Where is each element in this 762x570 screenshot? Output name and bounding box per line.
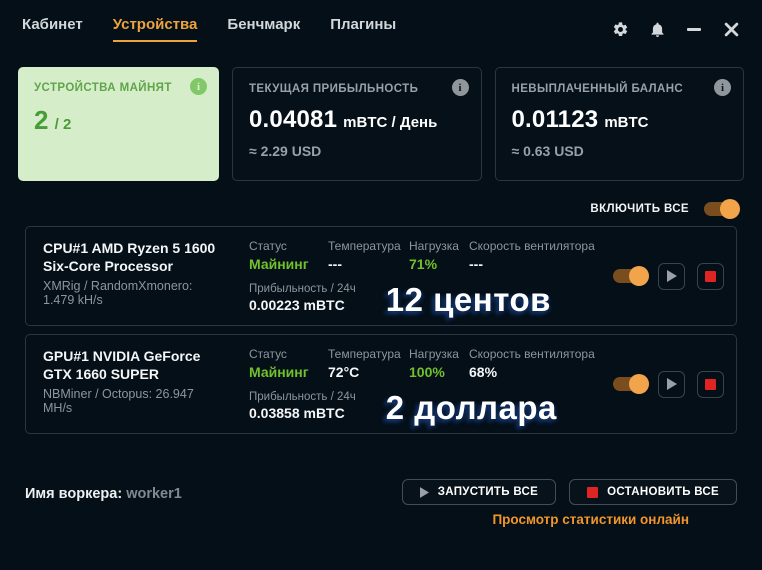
stat-fan: Скорость вентилятора --- [469, 239, 601, 272]
info-icon[interactable]: i [190, 78, 207, 95]
profit-value: 0.03858 mBTC [249, 405, 345, 421]
stat-profit: Прибыльность / 24ч 0.03858 mBTC [249, 391, 356, 421]
status-value: Майнинг [249, 256, 309, 272]
card-title: ТЕКУЩАЯ ПРИБЫЛЬНОСТЬ [249, 83, 419, 95]
status-value: Майнинг [249, 364, 309, 380]
footer-bar: Имя воркера: worker1 ЗАПУСТИТЬ ВСЕ ОСТАН… [25, 479, 737, 527]
device-row-cpu: CPU#1 AMD Ryzen 5 1600 Six-Core Processo… [25, 226, 737, 326]
online-stats-link[interactable]: Просмотр статистики онлайн [492, 512, 689, 527]
worker-name-row: Имя воркера: worker1 [25, 479, 182, 502]
toggle-knob-icon [629, 374, 649, 394]
stop-icon [587, 486, 599, 498]
stop-all-button[interactable]: ОСТАНОВИТЬ ВСЕ [569, 479, 737, 505]
minimize-button[interactable] [685, 20, 703, 38]
stat-temperature: Температура --- [328, 239, 409, 272]
info-icon[interactable]: i [714, 79, 731, 96]
temperature-value: 72°C [328, 364, 360, 380]
stat-status: Статус Майнинг [249, 239, 328, 272]
play-icon [666, 270, 677, 282]
stop-device-button[interactable] [697, 370, 724, 398]
stop-icon [705, 378, 716, 390]
tab-plugins[interactable]: Плагины [330, 16, 397, 33]
device-name: GPU#1 NVIDIA GeForce GTX 1660 SUPER [43, 348, 201, 383]
tab-benchmark[interactable]: Бенчмарк [227, 16, 301, 33]
enable-all-label: ВКЛЮЧИТЬ ВСЕ [590, 203, 689, 215]
stat-status: Статус Майнинг [249, 347, 328, 380]
profit-value: 0.00223 mBTC [249, 297, 345, 313]
device-name: CPU#1 AMD Ryzen 5 1600 Six-Core Processo… [43, 240, 216, 275]
card-devices-mining: УСТРОЙСТВА МАЙНЯТ 2 / 2 i [18, 67, 219, 181]
load-value: 100% [409, 364, 445, 380]
fan-value: --- [469, 256, 483, 272]
profitability-value: 0.04081 [249, 106, 338, 133]
device-row-gpu: GPU#1 NVIDIA GeForce GTX 1660 SUPER NBMi… [25, 334, 737, 434]
stat-profit: Прибыльность / 24ч 0.00223 mBTC [249, 283, 356, 313]
play-icon [666, 378, 677, 390]
start-device-button[interactable] [658, 370, 685, 398]
balance-unit: mBTC [604, 114, 649, 131]
device-toggle[interactable] [613, 266, 649, 286]
stop-device-button[interactable] [697, 262, 724, 290]
stat-fan: Скорость вентилятора 68% [469, 347, 601, 380]
devices-total-count: / 2 [54, 116, 72, 133]
balance-usd: ≈ 0.63 USD [511, 143, 584, 159]
tab-cabinet[interactable]: Кабинет [22, 16, 83, 33]
main-nav: Кабинет Устройства Бенчмарк Плагины [22, 16, 396, 42]
settings-gear-icon[interactable] [611, 20, 629, 38]
temperature-value: --- [328, 256, 342, 272]
tab-devices[interactable]: Устройства [112, 16, 198, 42]
summary-cards: УСТРОЙСТВА МАЙНЯТ 2 / 2 i ТЕКУЩАЯ ПРИБЫЛ… [0, 42, 762, 181]
title-bar: Кабинет Устройства Бенчмарк Плагины [0, 0, 762, 42]
worker-name-value: worker1 [126, 486, 182, 502]
profitability-unit: mBTC / День [343, 114, 438, 131]
card-current-profitability: ТЕКУЩАЯ ПРИБЫЛЬНОСТЬ 0.04081 mBTC / День… [232, 67, 482, 181]
window-controls [611, 20, 740, 38]
device-list: CPU#1 AMD Ryzen 5 1600 Six-Core Processo… [25, 226, 737, 434]
enable-all-row: ВКЛЮЧИТЬ ВСЕ [0, 181, 762, 226]
device-miner-hashrate: XMRig / RandomXmonero: 1.479 kH/s [43, 279, 193, 308]
toggle-knob-icon [629, 266, 649, 286]
profitability-usd: ≈ 2.29 USD [249, 143, 322, 159]
start-device-button[interactable] [658, 262, 685, 290]
device-toggle[interactable] [613, 374, 649, 394]
stat-temperature: Температура 72°C [328, 347, 409, 380]
devices-mining-count: 2 [34, 105, 49, 135]
profit-annotation: 2 доллара [385, 388, 557, 426]
card-title: УСТРОЙСТВА МАЙНЯТ [34, 82, 172, 94]
load-value: 71% [409, 256, 438, 272]
play-icon [419, 486, 429, 498]
card-unpaid-balance: НЕВЫПЛАЧЕННЫЙ БАЛАНС 0.01123 mBTC ≈ 0.63… [494, 67, 744, 181]
enable-all-toggle[interactable] [704, 199, 740, 219]
card-title: НЕВЫПЛАЧЕННЫЙ БАЛАНС [511, 83, 684, 95]
balance-value: 0.01123 [511, 106, 599, 133]
worker-name-label: Имя воркера: [25, 486, 123, 502]
start-all-button[interactable]: ЗАПУСТИТЬ ВСЕ [401, 479, 557, 505]
stop-icon [705, 270, 716, 282]
info-icon[interactable]: i [451, 79, 469, 96]
toggle-knob-icon [720, 199, 740, 219]
stat-load: Нагрузка 100% [409, 347, 469, 380]
stat-load: Нагрузка 71% [409, 239, 469, 272]
fan-value: 68% [469, 364, 498, 380]
notifications-bell-icon[interactable] [648, 20, 666, 38]
device-miner-hashrate: NBMiner / Octopus: 26.947 MH/s [43, 387, 194, 416]
profit-annotation: 12 центов [385, 280, 551, 318]
close-button[interactable] [722, 20, 740, 38]
